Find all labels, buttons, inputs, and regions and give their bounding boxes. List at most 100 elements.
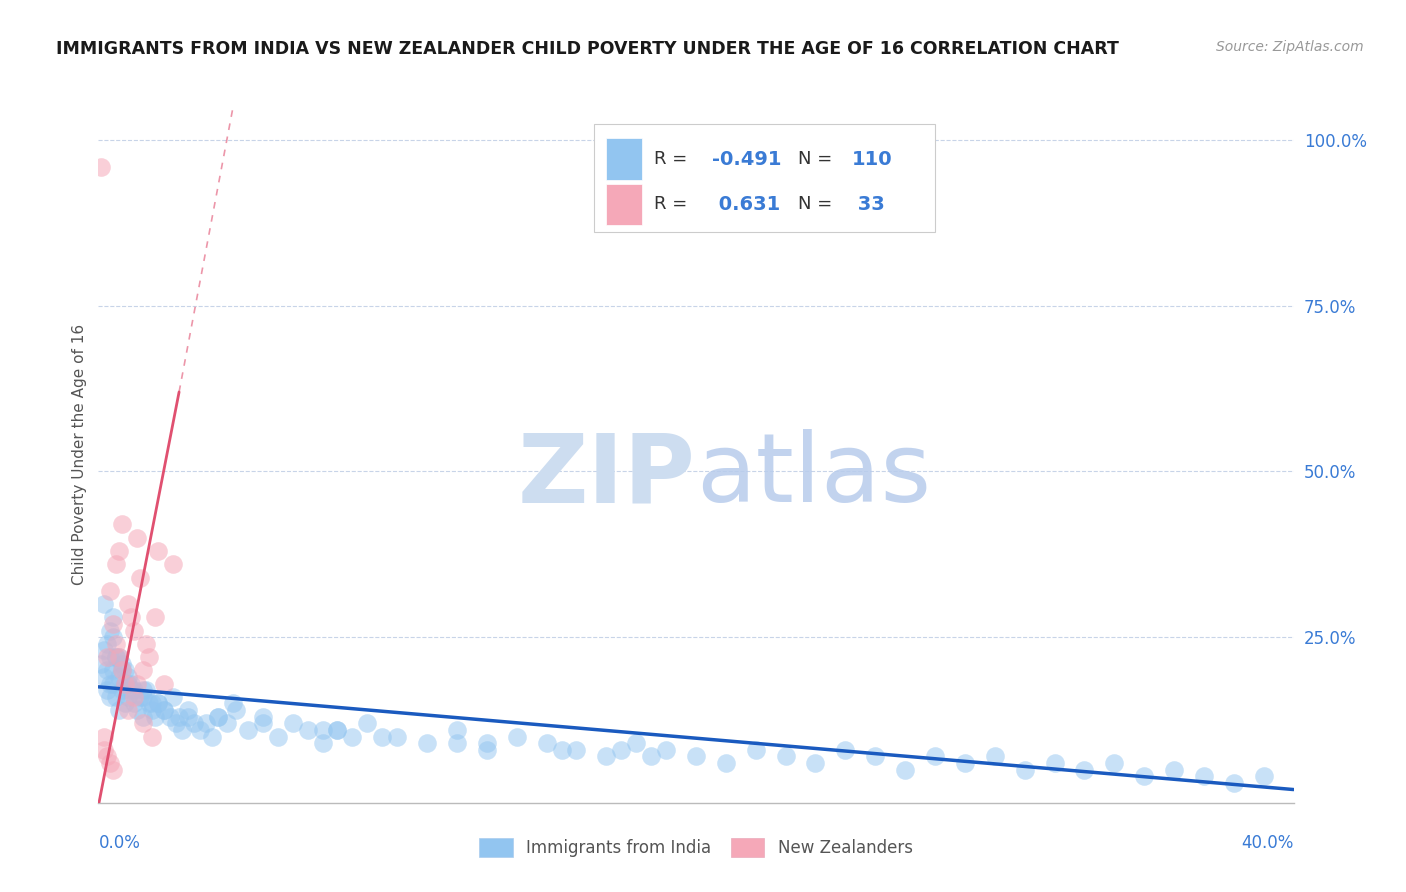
Point: [446, 723, 468, 737]
Point: [446, 736, 468, 750]
Point: [1253, 769, 1275, 783]
Point: [129, 570, 152, 584]
Point: [236, 723, 259, 737]
Point: [103, 763, 125, 777]
Point: [655, 743, 678, 757]
Point: [108, 650, 131, 665]
Point: [201, 730, 224, 744]
Point: [96, 749, 118, 764]
Point: [162, 558, 184, 572]
Point: [132, 663, 155, 677]
Point: [105, 650, 128, 665]
Point: [506, 730, 529, 744]
Point: [141, 697, 163, 711]
Point: [475, 743, 498, 757]
Text: atlas: atlas: [696, 429, 931, 523]
Point: [108, 650, 131, 665]
Point: [135, 683, 157, 698]
Point: [105, 637, 128, 651]
Point: [111, 683, 134, 698]
Text: 0.0%: 0.0%: [98, 834, 141, 852]
Point: [138, 650, 160, 665]
Point: [93, 743, 115, 757]
Point: [267, 730, 290, 744]
Point: [167, 709, 190, 723]
FancyBboxPatch shape: [595, 124, 935, 232]
Text: N =: N =: [797, 195, 838, 213]
Point: [371, 730, 394, 744]
Point: [132, 716, 155, 731]
Point: [96, 683, 118, 698]
Point: [804, 756, 827, 770]
Point: [111, 663, 134, 677]
Point: [105, 558, 128, 572]
Point: [385, 730, 409, 744]
Point: [98, 624, 122, 638]
Point: [162, 690, 184, 704]
Point: [536, 736, 558, 750]
Point: [96, 637, 118, 651]
Point: [148, 697, 170, 711]
Text: R =: R =: [654, 195, 693, 213]
Point: [129, 690, 152, 704]
Text: R =: R =: [654, 150, 693, 169]
Point: [215, 716, 238, 731]
Point: [1163, 763, 1185, 777]
Point: [114, 663, 136, 677]
Point: [1073, 763, 1095, 777]
Legend: Immigrants from India, New Zealanders: Immigrants from India, New Zealanders: [472, 831, 920, 864]
Point: [114, 676, 136, 690]
Point: [195, 716, 218, 731]
Point: [610, 743, 633, 757]
Point: [103, 676, 125, 690]
Point: [565, 743, 588, 757]
Text: ZIP: ZIP: [517, 429, 696, 523]
Point: [311, 723, 333, 737]
Point: [93, 730, 115, 744]
Point: [714, 756, 737, 770]
Text: N =: N =: [797, 150, 838, 169]
Point: [1043, 756, 1066, 770]
Point: [132, 690, 155, 704]
Point: [924, 749, 946, 764]
Bar: [606, 138, 643, 180]
Point: [183, 716, 205, 731]
Point: [865, 749, 887, 764]
Point: [138, 697, 160, 711]
Point: [172, 723, 194, 737]
Point: [90, 657, 112, 671]
Point: [894, 763, 917, 777]
Text: 110: 110: [852, 150, 891, 169]
Point: [640, 749, 662, 764]
Bar: [606, 184, 643, 226]
Point: [111, 517, 134, 532]
Point: [103, 610, 125, 624]
Point: [342, 730, 364, 744]
Text: IMMIGRANTS FROM INDIA VS NEW ZEALANDER CHILD POVERTY UNDER THE AGE OF 16 CORRELA: IMMIGRANTS FROM INDIA VS NEW ZEALANDER C…: [56, 40, 1119, 58]
Point: [143, 709, 166, 723]
Text: 0.631: 0.631: [711, 195, 780, 214]
Point: [103, 630, 125, 644]
Point: [98, 676, 122, 690]
Point: [96, 663, 118, 677]
Point: [281, 716, 304, 731]
Point: [188, 723, 211, 737]
Point: [745, 743, 768, 757]
Point: [124, 697, 146, 711]
Point: [90, 160, 112, 174]
Point: [207, 709, 229, 723]
Point: [326, 723, 349, 737]
Point: [416, 736, 439, 750]
Point: [177, 709, 200, 723]
Text: -0.491: -0.491: [711, 150, 780, 169]
Point: [1192, 769, 1215, 783]
Point: [127, 676, 149, 690]
Point: [153, 703, 176, 717]
Point: [207, 709, 229, 723]
Point: [165, 716, 187, 731]
Point: [177, 703, 200, 717]
Point: [834, 743, 856, 757]
Point: [111, 657, 134, 671]
Point: [117, 690, 139, 704]
Point: [135, 637, 157, 651]
